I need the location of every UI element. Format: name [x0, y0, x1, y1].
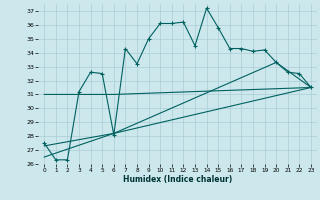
X-axis label: Humidex (Indice chaleur): Humidex (Indice chaleur): [123, 175, 232, 184]
